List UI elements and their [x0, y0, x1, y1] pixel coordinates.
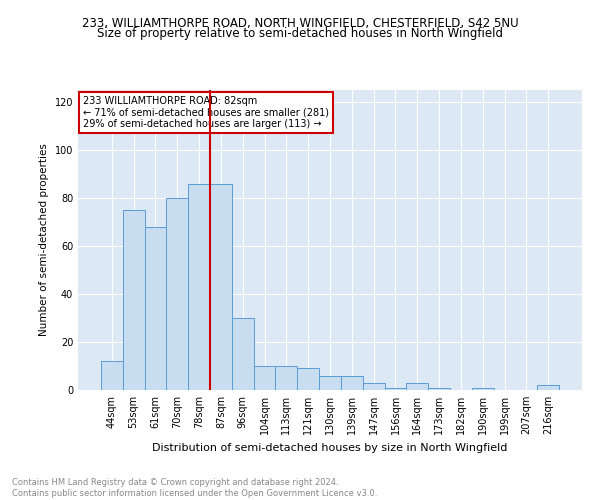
Bar [385, 388, 406, 390]
Bar [472, 388, 494, 390]
Y-axis label: Number of semi-detached properties: Number of semi-detached properties [39, 144, 49, 336]
Bar [341, 376, 363, 390]
Bar [254, 366, 275, 390]
Bar [210, 184, 232, 390]
Text: Contains HM Land Registry data © Crown copyright and database right 2024.
Contai: Contains HM Land Registry data © Crown c… [12, 478, 377, 498]
Bar [145, 227, 166, 390]
Text: 233 WILLIAMTHORPE ROAD: 82sqm
← 71% of semi-detached houses are smaller (281)
29: 233 WILLIAMTHORPE ROAD: 82sqm ← 71% of s… [83, 96, 329, 129]
X-axis label: Distribution of semi-detached houses by size in North Wingfield: Distribution of semi-detached houses by … [152, 442, 508, 452]
Bar [319, 376, 341, 390]
Bar [101, 361, 123, 390]
Bar [123, 210, 145, 390]
Text: 233, WILLIAMTHORPE ROAD, NORTH WINGFIELD, CHESTERFIELD, S42 5NU: 233, WILLIAMTHORPE ROAD, NORTH WINGFIELD… [82, 18, 518, 30]
Bar [166, 198, 188, 390]
Bar [188, 184, 210, 390]
Bar [275, 366, 297, 390]
Bar [363, 383, 385, 390]
Bar [428, 388, 450, 390]
Bar [232, 318, 254, 390]
Bar [406, 383, 428, 390]
Bar [297, 368, 319, 390]
Text: Size of property relative to semi-detached houses in North Wingfield: Size of property relative to semi-detach… [97, 28, 503, 40]
Bar [537, 385, 559, 390]
